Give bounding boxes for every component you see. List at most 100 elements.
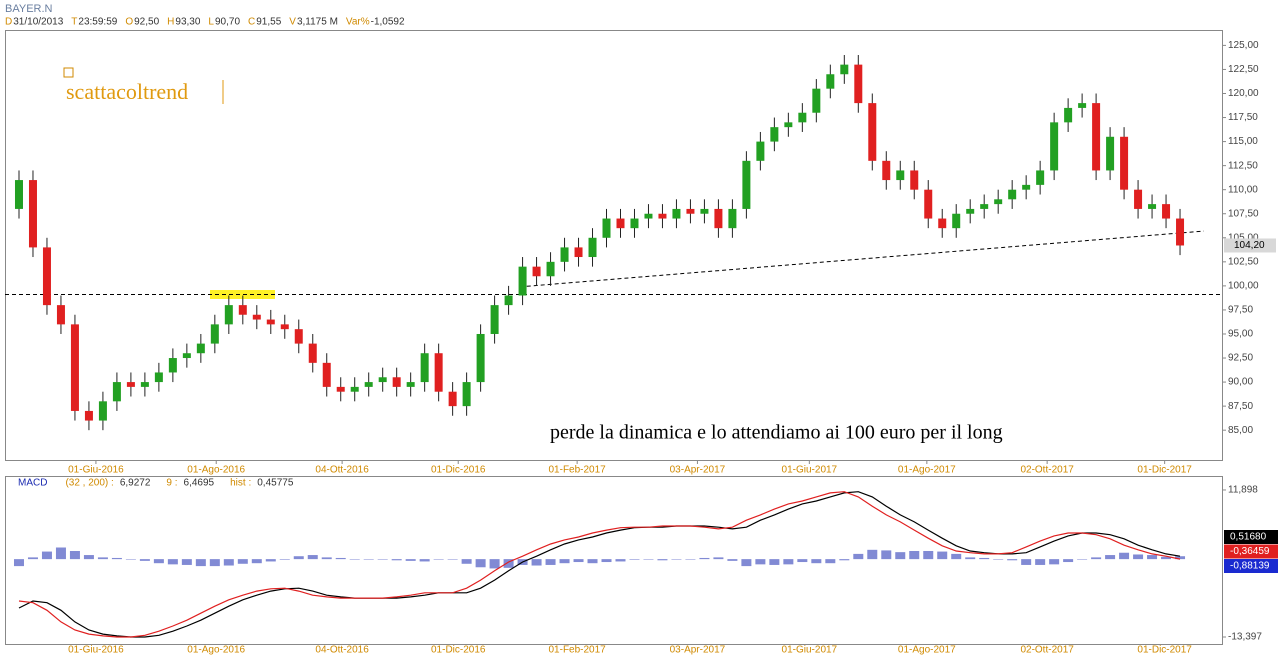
- candle-body: [910, 170, 919, 190]
- candle-body: [1092, 103, 1101, 171]
- x-tick-label: 03-Apr-2017: [670, 645, 726, 656]
- last-value-box: [1224, 544, 1278, 559]
- field-key: H: [167, 17, 174, 28]
- field-key: Var%: [346, 17, 370, 28]
- histogram-bar: [489, 559, 500, 569]
- candle-body: [742, 160, 751, 209]
- last-value-label: -0,88139: [1230, 561, 1270, 572]
- histogram-bar: [461, 559, 472, 564]
- candle-body: [98, 401, 107, 421]
- histogram-bar: [867, 549, 878, 560]
- histogram-bar: [1133, 554, 1144, 560]
- histogram-bar: [363, 559, 374, 560]
- histogram-bar: [335, 557, 346, 560]
- histogram-bar: [601, 559, 612, 563]
- field-key: D: [5, 17, 12, 28]
- candle-body: [532, 266, 541, 277]
- histogram-bar: [1147, 555, 1158, 560]
- histogram-bar: [293, 556, 304, 560]
- histogram-bar: [1063, 559, 1074, 563]
- x-tick-label: 04-Ott-2016: [315, 645, 369, 656]
- x-tick-label: 01-Dic-2017: [1137, 465, 1192, 476]
- histogram-bar: [797, 559, 808, 563]
- candle-body: [294, 329, 303, 344]
- histogram-bar: [167, 559, 178, 565]
- last-value-label: 0,51680: [1230, 532, 1267, 543]
- histogram-bar: [559, 559, 570, 564]
- candle-body: [378, 377, 387, 383]
- histogram-bar: [1105, 555, 1116, 560]
- y-tick-label: 95,00: [1228, 329, 1253, 340]
- macd-param-value: 0,45775: [257, 478, 294, 489]
- histogram-bar: [531, 559, 542, 566]
- candle-body: [14, 180, 23, 209]
- histogram-bar: [209, 559, 220, 567]
- candle-body: [1022, 184, 1031, 190]
- histogram-bar: [27, 557, 38, 560]
- candle-body: [812, 88, 821, 113]
- candle-body: [70, 324, 79, 411]
- y-tick-label: 90,00: [1228, 377, 1253, 388]
- histogram-bar: [139, 559, 150, 561]
- macd-param-value: 6,4695: [184, 478, 215, 489]
- candle-body: [868, 103, 877, 161]
- candle-body: [952, 213, 961, 229]
- histogram-bar: [1161, 556, 1172, 560]
- field-key: L: [208, 17, 214, 28]
- histogram-bar: [279, 559, 290, 560]
- candle-body: [1134, 189, 1143, 209]
- y-tick-label: 85,00: [1228, 425, 1253, 436]
- candle-body: [658, 213, 667, 219]
- histogram-bar: [853, 553, 864, 560]
- macd-param-value: 6,9272: [120, 478, 151, 489]
- candle-body: [224, 305, 233, 325]
- x-tick-label: 01-Feb-2017: [548, 645, 606, 656]
- last-value-box: [1224, 559, 1278, 573]
- candle-body: [252, 314, 261, 320]
- candle-body: [938, 218, 947, 229]
- candle-body: [308, 343, 317, 363]
- histogram-bar: [629, 559, 640, 560]
- candle-body: [238, 305, 247, 315]
- y-tick-label: 115,00: [1228, 136, 1258, 147]
- y-tick-label: 122,50: [1228, 64, 1259, 75]
- histogram-bar: [685, 559, 696, 560]
- candle-body: [1036, 170, 1045, 185]
- field-value: 93,30: [175, 17, 200, 28]
- histogram-bar: [265, 559, 276, 562]
- candle-body: [350, 386, 359, 392]
- x-tick-label: 01-Giu-2017: [782, 645, 838, 656]
- x-tick-label: 01-Dic-2016: [431, 645, 486, 656]
- candle-body: [798, 112, 807, 123]
- histogram-bar: [475, 559, 486, 568]
- candle-body: [574, 247, 583, 258]
- histogram-bar: [55, 547, 66, 560]
- candle-body: [196, 343, 205, 354]
- histogram-bar: [181, 559, 192, 565]
- histogram-bar: [699, 557, 710, 560]
- candle-body: [602, 218, 611, 238]
- candle-body: [126, 382, 135, 387]
- y-tick-label: 107,50: [1228, 208, 1259, 219]
- y-tick-label: 105,00: [1228, 232, 1259, 243]
- candle-body: [84, 410, 93, 421]
- candle-body: [280, 324, 289, 330]
- histogram-bar: [1007, 559, 1018, 561]
- macd-param-label: hist :: [230, 478, 251, 489]
- y-tick-label: 120,00: [1228, 88, 1259, 99]
- candle-body: [840, 64, 849, 75]
- histogram-bar: [405, 559, 416, 561]
- field-key: C: [248, 17, 255, 28]
- histogram-bar: [433, 559, 444, 560]
- histogram-bar: [965, 557, 976, 560]
- symbol: BAYER.N: [5, 3, 53, 15]
- candle-body: [434, 353, 443, 392]
- histogram-bar: [237, 559, 248, 564]
- candle-body: [322, 362, 331, 387]
- histogram-bar: [447, 559, 458, 560]
- histogram-bar: [391, 559, 402, 561]
- candle-body: [546, 261, 555, 277]
- field-key: V: [289, 17, 296, 28]
- x-tick-label: 01-Ago-2016: [187, 645, 245, 656]
- field-value: 3,1175 M: [297, 17, 338, 28]
